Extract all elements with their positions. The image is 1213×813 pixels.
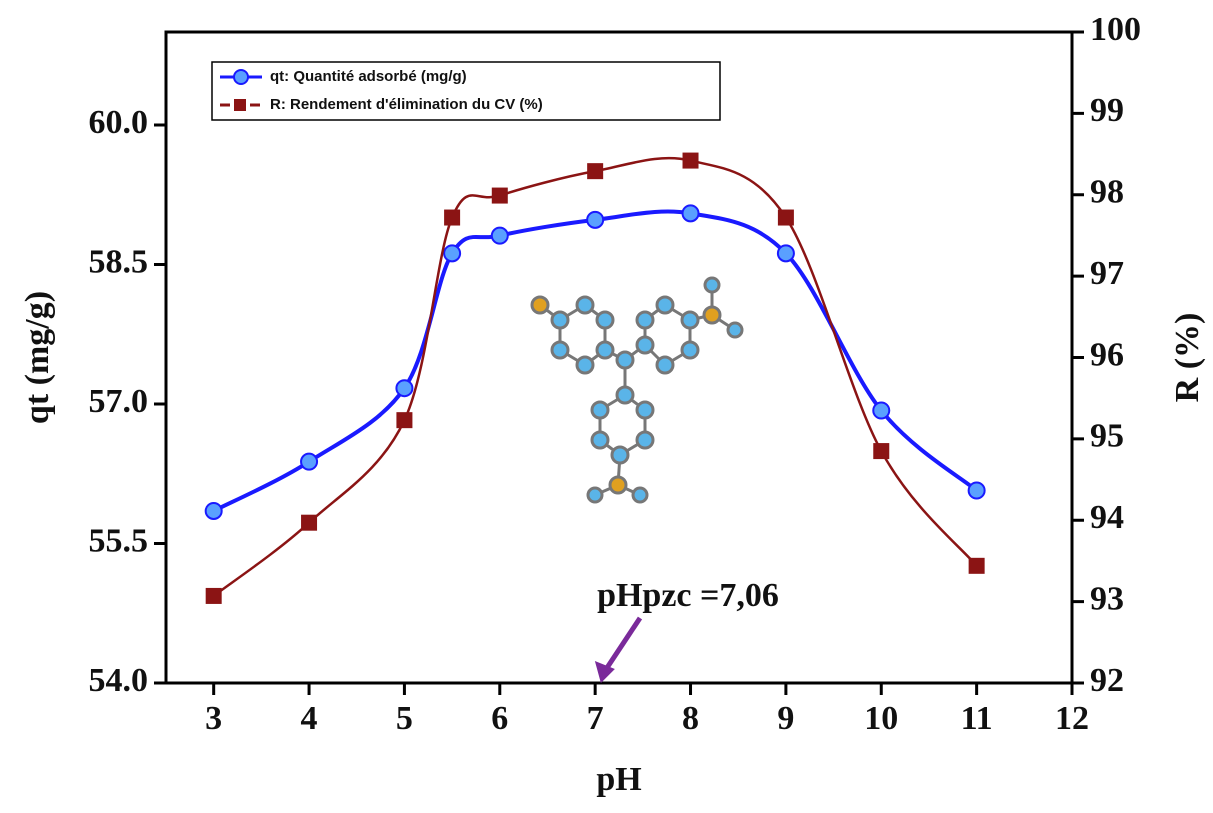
marker	[778, 245, 794, 261]
marker	[969, 558, 985, 574]
series-line	[214, 211, 977, 510]
marker	[969, 482, 985, 498]
y2-tick-label: 97	[1090, 255, 1124, 292]
y2-tick-label: 92	[1090, 662, 1124, 699]
marker	[778, 210, 794, 226]
x-tick-label: 5	[396, 700, 413, 737]
y-tick-label: 54.0	[89, 662, 149, 699]
x-tick-label: 10	[864, 700, 898, 737]
marker	[301, 454, 317, 470]
marker	[301, 515, 317, 531]
marker	[873, 403, 889, 419]
x-tick-label: 3	[205, 700, 222, 737]
marker	[396, 412, 412, 428]
chart: 3 4 5 6 7 8 9 10 11 12 54.0 55.5 57.0 58.5 60.0 92 93 94 9…	[0, 0, 1213, 808]
y2-tick-label: 100	[1090, 11, 1141, 48]
x-tick-label: 9	[777, 700, 794, 737]
y-axis-title: qt (mg/g)	[19, 291, 56, 424]
x-tick-label: 12	[1055, 700, 1089, 737]
marker	[396, 380, 412, 396]
legend-label: R: Rendement d'élimination du CV (%)	[270, 96, 543, 113]
x-tick-label: 11	[961, 700, 993, 737]
x-axis-title: pH	[596, 761, 641, 798]
y2-tick-label: 96	[1090, 336, 1124, 373]
x-tick-label: 8	[682, 700, 699, 737]
marker	[206, 503, 222, 519]
marker	[587, 163, 603, 179]
marker	[492, 228, 508, 244]
x-tick-label: 7	[587, 700, 604, 737]
marker	[206, 588, 222, 604]
marker	[444, 245, 460, 261]
y2-tick-label: 93	[1090, 580, 1124, 617]
marker	[683, 205, 699, 221]
y2-tick-label: 94	[1090, 499, 1124, 536]
marker	[683, 153, 699, 169]
y-tick-label: 55.5	[89, 522, 149, 559]
y-tick-label: 58.5	[89, 243, 149, 280]
y2-tick-label: 95	[1090, 418, 1124, 455]
y2-tick-label: 99	[1090, 92, 1124, 129]
y2-axis-title: R (%)	[1169, 313, 1206, 403]
annotation-arrow	[605, 618, 640, 671]
annotation: pHpzc =7,06	[597, 577, 779, 614]
y-tick-label: 57.0	[89, 383, 149, 420]
marker	[587, 212, 603, 228]
molecule-illustration	[532, 278, 742, 502]
marker	[444, 210, 460, 226]
legend-marker	[234, 99, 246, 111]
x-tick-label: 6	[491, 700, 508, 737]
legend-marker	[234, 70, 248, 84]
x-tick-label: 4	[301, 700, 318, 737]
marker	[492, 188, 508, 204]
marker	[873, 443, 889, 459]
legend-label: qt: Quantité adsorbé (mg/g)	[270, 68, 467, 85]
y2-tick-label: 98	[1090, 174, 1124, 211]
y-tick-label: 60.0	[89, 104, 149, 141]
